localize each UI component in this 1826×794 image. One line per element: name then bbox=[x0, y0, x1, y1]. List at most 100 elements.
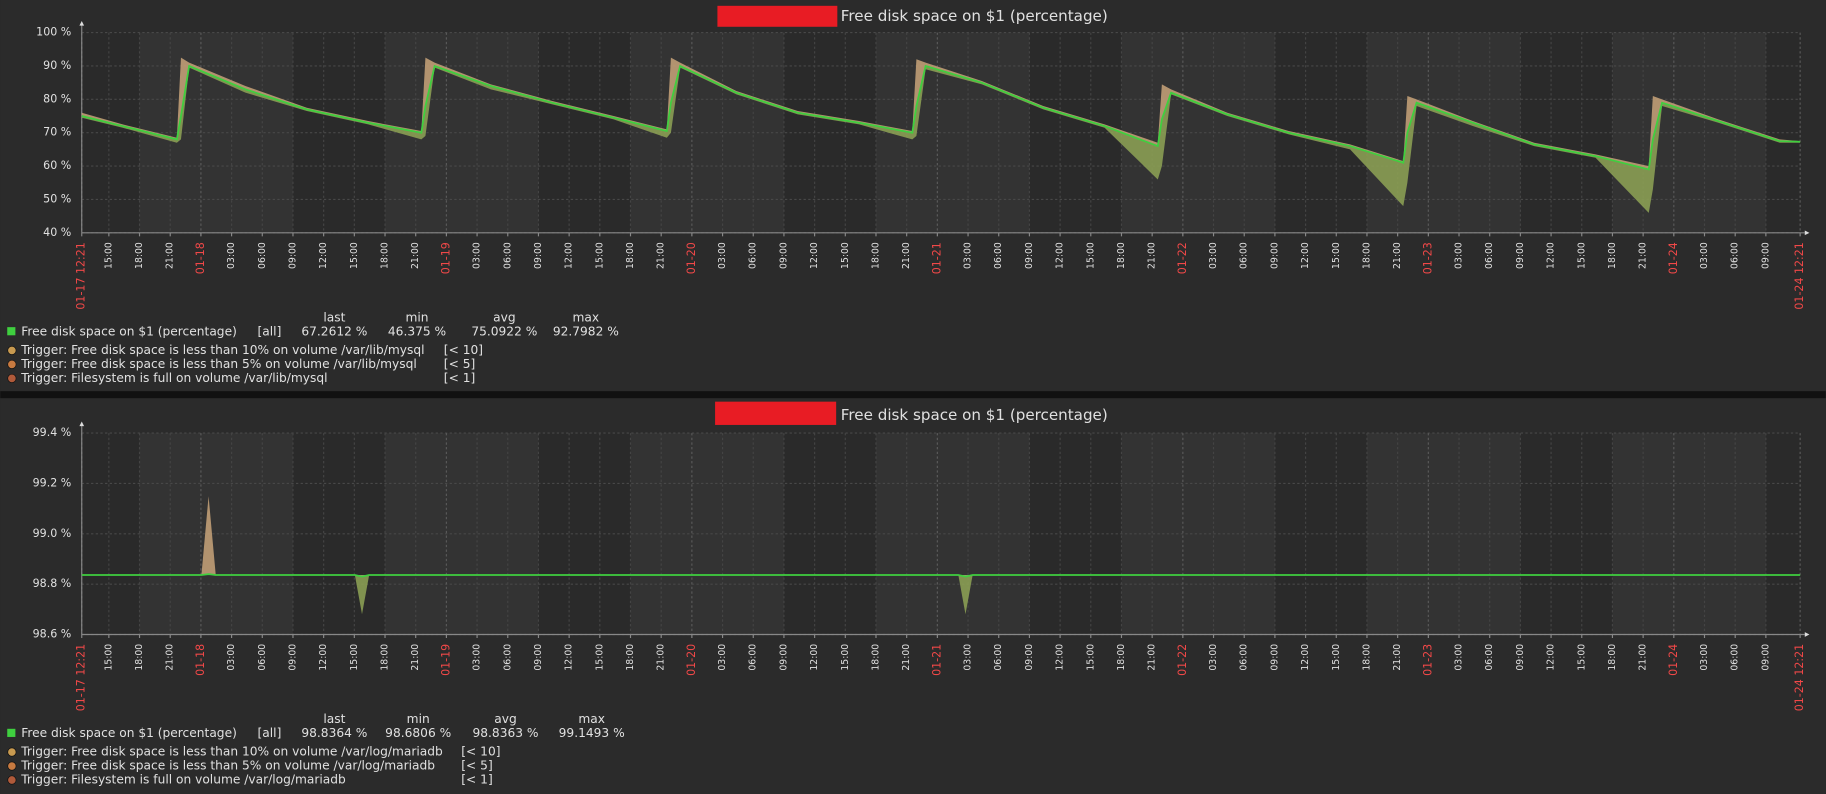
x-tick-label: 15:00 bbox=[594, 242, 605, 269]
x-tick-label: 15:00 bbox=[1085, 644, 1096, 671]
x-tick-label: 01-24 bbox=[1667, 644, 1680, 676]
x-tick-label: 01-21 bbox=[930, 242, 943, 274]
x-tick-label: 21:00 bbox=[1392, 644, 1403, 671]
trigger-name: Trigger: Free disk space is less than 5%… bbox=[20, 759, 435, 773]
x-tick-label: 21:00 bbox=[901, 644, 912, 671]
x-tick-label: 03:00 bbox=[226, 644, 237, 671]
x-tick-label: 03:00 bbox=[963, 242, 974, 269]
trigger-name: Trigger: Filesystem is full on volume /v… bbox=[20, 371, 327, 385]
x-tick-label: 15:00 bbox=[840, 644, 851, 671]
x-tick-label: 06:00 bbox=[257, 644, 268, 671]
x-tick-label: 01-20 bbox=[685, 644, 698, 676]
trigger-threshold: [< 1] bbox=[444, 371, 475, 385]
x-tick-label: 18:00 bbox=[1361, 644, 1372, 671]
legend-header: avg bbox=[494, 712, 516, 726]
x-tick-label: 12:00 bbox=[564, 242, 575, 269]
x-tick-label: 21:00 bbox=[656, 644, 667, 671]
y-tick-label: 70 % bbox=[43, 126, 71, 139]
x-tick-label: 03:00 bbox=[1454, 644, 1465, 671]
legend-header: min bbox=[407, 712, 430, 726]
legend-swatch bbox=[7, 327, 16, 336]
y-tick-label: 98.6 % bbox=[33, 628, 72, 641]
axis-arrow bbox=[79, 20, 85, 26]
x-tick-label: 09:00 bbox=[287, 644, 298, 671]
trigger-dot bbox=[7, 373, 17, 383]
x-tick-label: 06:00 bbox=[1730, 242, 1741, 269]
legend-header: min bbox=[406, 310, 429, 324]
x-tick-label: 09:00 bbox=[533, 644, 544, 671]
x-tick-label: 09:00 bbox=[1760, 644, 1771, 671]
x-tick-label: 21:00 bbox=[410, 242, 421, 269]
x-tick-label: 12:00 bbox=[318, 242, 329, 269]
x-tick-label: 15:00 bbox=[1085, 242, 1096, 269]
x-tick-label: 12:00 bbox=[564, 644, 575, 671]
separator bbox=[0, 391, 1826, 399]
x-tick-label: 18:00 bbox=[380, 644, 391, 671]
shade bbox=[139, 433, 293, 635]
x-tick-label: 18:00 bbox=[380, 242, 391, 269]
x-tick-label: 12:00 bbox=[1300, 644, 1311, 671]
x-tick-label: 06:00 bbox=[1730, 644, 1741, 671]
x-tick-label: 09:00 bbox=[778, 242, 789, 269]
legend-header: last bbox=[323, 712, 345, 726]
x-tick-label: 06:00 bbox=[1484, 644, 1495, 671]
trigger-dot bbox=[7, 359, 17, 369]
x-tick-label: 21:00 bbox=[1638, 644, 1649, 671]
x-tick-label: 12:00 bbox=[1546, 644, 1557, 671]
x-tick-label: 15:00 bbox=[1576, 644, 1587, 671]
y-tick-label: 40 % bbox=[43, 226, 71, 239]
x-tick-label: 09:00 bbox=[1024, 242, 1035, 269]
x-tick-label: 12:00 bbox=[318, 644, 329, 671]
y-tick-label: 99.2 % bbox=[33, 476, 72, 489]
x-tick-label: 09:00 bbox=[1269, 242, 1280, 269]
x-tick-label: 03:00 bbox=[1208, 242, 1219, 269]
x-tick-label: 01-22 bbox=[1176, 644, 1189, 676]
x-tick-label: 01-24 12:21 bbox=[1793, 644, 1806, 711]
legend-name: Free disk space on $1 (percentage) bbox=[21, 324, 237, 338]
legend-stat: 98.8364 % bbox=[301, 726, 367, 740]
redaction bbox=[715, 401, 837, 425]
y-tick-label: 98.8 % bbox=[33, 577, 72, 590]
trigger-dot bbox=[7, 761, 17, 771]
x-tick-label: 03:00 bbox=[1454, 242, 1465, 269]
x-tick-label: 01-20 bbox=[685, 242, 698, 274]
x-tick-label: 21:00 bbox=[1147, 242, 1158, 269]
axis-arrow bbox=[1804, 230, 1810, 236]
x-tick-label: 12:00 bbox=[1300, 242, 1311, 269]
trigger-dot bbox=[7, 747, 17, 757]
legend-header: last bbox=[323, 310, 345, 324]
legend-stat: 99.1493 % bbox=[559, 726, 625, 740]
legend-function: [all] bbox=[258, 726, 282, 740]
x-tick-label: 06:00 bbox=[993, 644, 1004, 671]
legend-stat: 46.375 % bbox=[388, 324, 446, 338]
trigger-threshold: [< 10] bbox=[444, 343, 483, 357]
x-tick-label: 03:00 bbox=[1208, 644, 1219, 671]
trigger-name: Trigger: Free disk space is less than 5%… bbox=[20, 357, 417, 371]
x-tick-label: 21:00 bbox=[1638, 242, 1649, 269]
x-tick-label: 01-22 bbox=[1176, 242, 1189, 274]
chart-title: Free disk space on $1 (percentage) bbox=[841, 406, 1108, 424]
x-tick-label: 01-18 bbox=[194, 644, 207, 676]
x-tick-label: 21:00 bbox=[165, 242, 176, 269]
redaction bbox=[717, 5, 838, 27]
x-tick-label: 15:00 bbox=[1331, 242, 1342, 269]
x-tick-label: 01-19 bbox=[439, 242, 452, 274]
x-tick-label: 15:00 bbox=[349, 242, 360, 269]
x-tick-label: 09:00 bbox=[1515, 644, 1526, 671]
y-tick-label: 90 % bbox=[43, 59, 71, 72]
x-tick-label: 12:00 bbox=[1055, 644, 1066, 671]
legend-function: [all] bbox=[258, 324, 282, 338]
x-tick-label: 09:00 bbox=[1024, 644, 1035, 671]
x-tick-label: 12:00 bbox=[809, 242, 820, 269]
x-tick-label: 15:00 bbox=[1331, 644, 1342, 671]
x-tick-label: 09:00 bbox=[1269, 644, 1280, 671]
series-line bbox=[81, 573, 1801, 578]
legend-stat: 92.7982 % bbox=[553, 324, 619, 338]
x-tick-label: 18:00 bbox=[1607, 242, 1618, 269]
x-tick-label: 01-18 bbox=[194, 242, 207, 274]
x-tick-label: 01-21 bbox=[930, 644, 943, 676]
trigger-name: Trigger: Filesystem is full on volume /v… bbox=[20, 773, 346, 787]
y-tick-label: 99.0 % bbox=[33, 527, 72, 540]
